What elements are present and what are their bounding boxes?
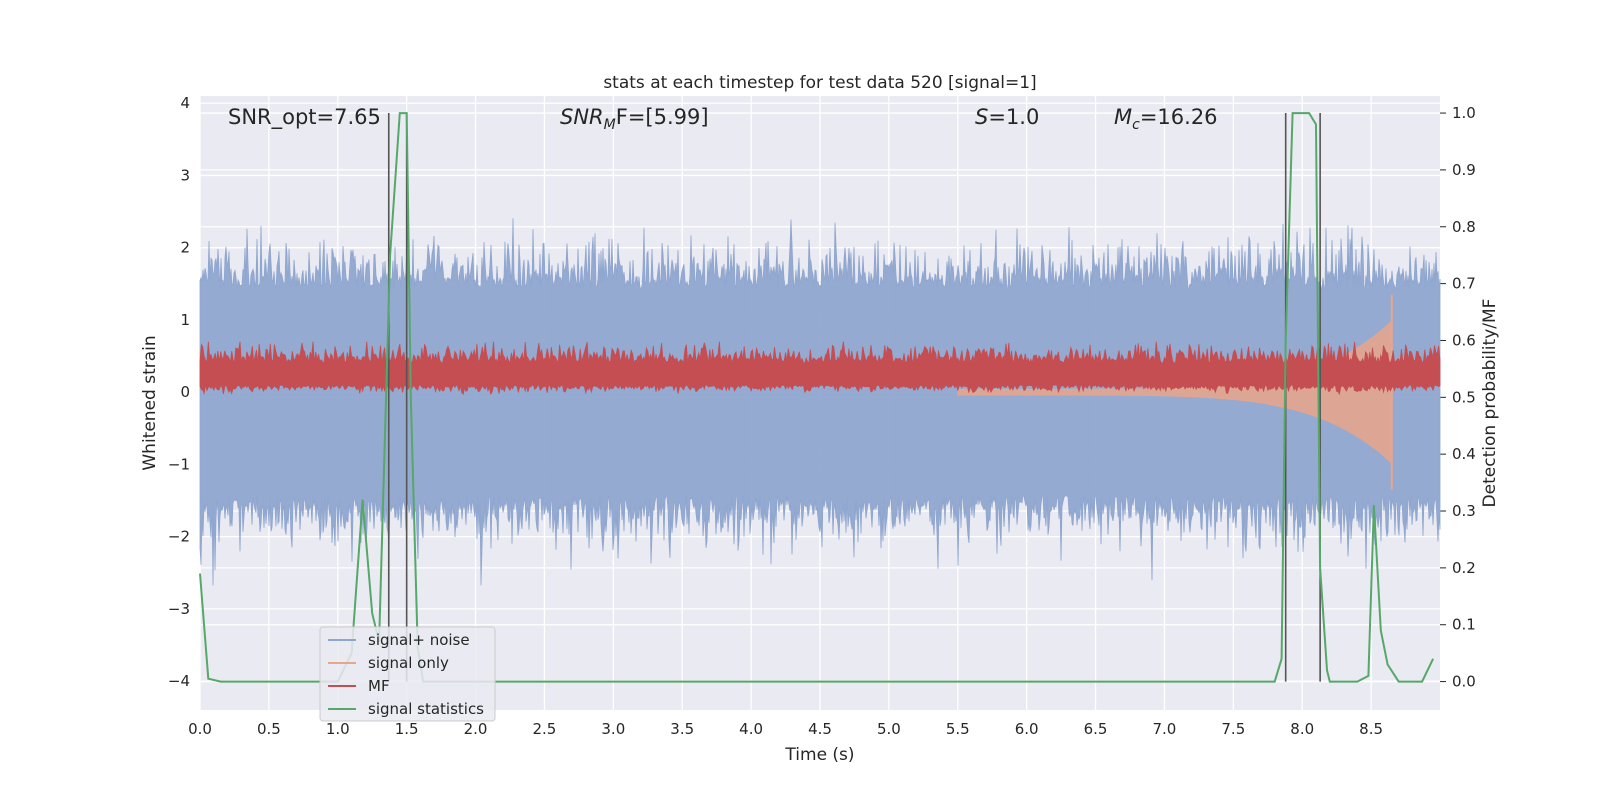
y-tick-label-right: 0.5 — [1452, 388, 1476, 406]
y-tick-label-left: −1 — [168, 455, 190, 473]
mf-area — [199, 341, 1441, 396]
legend: signal+ noise signal only MF signal stat… — [319, 626, 496, 722]
x-tick-label: 1.5 — [395, 720, 419, 738]
y-tick-label-left: 3 — [180, 166, 190, 184]
x-tick-label: 6.0 — [1015, 720, 1039, 738]
x-tick-label: 8.0 — [1290, 720, 1314, 738]
y-tick-label-left: −2 — [168, 528, 190, 546]
annotation-s: S=1.0 — [975, 105, 1039, 129]
annotation-snr-mf-tail: F=[5.99] — [616, 105, 709, 129]
x-tick-label: 3.5 — [670, 720, 694, 738]
annotation-snr-mf-base: SNR — [560, 105, 604, 129]
x-tick-label: 7.0 — [1153, 720, 1177, 738]
series-mf — [199, 341, 1441, 396]
series-signal-noise — [199, 218, 1441, 586]
y-tick-label-right: 0.7 — [1452, 275, 1476, 293]
signal-noise-area — [199, 218, 1441, 586]
annotation-snr-mf-sub: M — [604, 117, 616, 133]
y-tick-label-right: 0.8 — [1452, 218, 1476, 236]
annotation-s-base: S — [975, 105, 988, 129]
x-tick-label: 6.5 — [1084, 720, 1108, 738]
y-tick-label-left: 1 — [180, 311, 190, 329]
annotation-mc: Mc=16.26 — [1114, 105, 1218, 133]
y-tick-label-right: 0.4 — [1452, 445, 1476, 463]
x-tick-label: 1.0 — [326, 720, 350, 738]
y-tick-label-right: 0.0 — [1452, 673, 1476, 691]
signal-statistics-line — [199, 112, 1435, 683]
annotation-snr-mf: SNRMF=[5.99] — [560, 105, 709, 133]
y-tick-label-right: 0.3 — [1452, 502, 1476, 520]
annotation-mc-base: M — [1114, 105, 1132, 129]
y-axis-label-right: Detection probability/MF — [1480, 299, 1500, 508]
x-tick-label: 2.0 — [464, 720, 488, 738]
x-tick-label: 7.5 — [1221, 720, 1245, 738]
x-tick-label: 3.0 — [601, 720, 625, 738]
annotation-s-tail: =1.0 — [988, 105, 1039, 129]
x-tick-label: 2.5 — [533, 720, 557, 738]
legend-label-mf: MF — [368, 677, 390, 695]
x-axis-label: Time (s) — [784, 745, 854, 765]
y-tick-label-right: 1.0 — [1452, 104, 1476, 122]
legend-label-signal-statistics: signal statistics — [368, 700, 484, 718]
x-tick-label: 8.5 — [1359, 720, 1383, 738]
y-tick-label-left: 2 — [180, 239, 190, 257]
y-tick-label-right: 0.1 — [1452, 616, 1476, 634]
x-tick-label: 5.0 — [877, 720, 901, 738]
y-tick-label-left: 0 — [180, 383, 190, 401]
annotation-mc-tail: =16.26 — [1140, 105, 1218, 129]
x-tick-label: 0.0 — [188, 720, 212, 738]
x-tick-label: 0.5 — [257, 720, 281, 738]
y-tick-labels-right: 1.0 0.9 0.8 0.7 0.6 0.5 0.4 0.3 0.2 0.1 0.0 — [1452, 104, 1476, 691]
annotation-mc-sub: c — [1132, 117, 1140, 133]
x-tick-label: 4.0 — [739, 720, 763, 738]
y-tick-label-right: 0.9 — [1452, 161, 1476, 179]
x-tick-labels: 0.0 0.5 1.0 1.5 2.0 2.5 3.0 3.5 4.0 4.5 5.0 5.5 6.0 6… — [188, 720, 1383, 738]
legend-label-signal-noise: signal+ noise — [368, 631, 470, 649]
y-tick-label-left: −4 — [168, 672, 190, 690]
x-tick-label: 5.5 — [946, 720, 970, 738]
y-axis-label-left: Whitened strain — [140, 335, 160, 470]
y-tick-label-left: −3 — [168, 600, 190, 618]
chart-title: stats at each timestep for test data 520… — [603, 73, 1036, 93]
y-tick-label-right: 0.2 — [1452, 559, 1476, 577]
x-tick-label: 4.5 — [808, 720, 832, 738]
y-tick-label-left: 4 — [180, 94, 190, 112]
series-signal-statistics — [199, 112, 1435, 683]
series-signal-only — [957, 294, 1393, 490]
y-tick-labels-left: 4 3 2 1 0 −1 −2 −3 −4 — [168, 94, 190, 690]
y-tick-label-right: 0.6 — [1452, 331, 1476, 349]
legend-label-signal-only: signal only — [368, 654, 449, 672]
legend-box — [319, 626, 496, 722]
annotation-snr-opt: SNR_opt=7.65 — [228, 105, 381, 130]
